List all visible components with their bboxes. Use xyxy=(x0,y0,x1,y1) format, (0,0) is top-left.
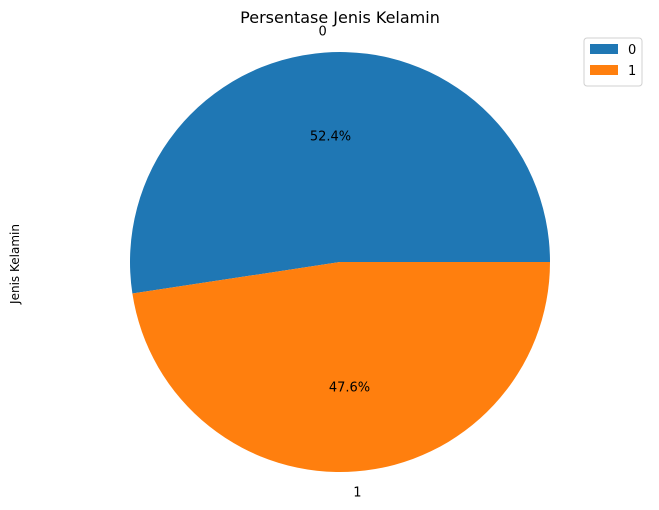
pie-slice-0 xyxy=(130,51,551,294)
legend-label-0: 0 xyxy=(628,43,636,58)
pie-labels: 52.4% 0 47.6% 1 xyxy=(310,25,370,501)
pie-slice-1 xyxy=(132,262,551,472)
legend: 0 1 xyxy=(583,37,643,87)
pie-category-label-0: 0 xyxy=(318,25,326,40)
chart-title: Persentase Jenis Kelamin xyxy=(240,8,440,27)
pie-category-label-1: 1 xyxy=(353,485,361,500)
y-axis-label: Jenis Kelamin xyxy=(8,224,22,305)
legend-swatch-0 xyxy=(590,44,618,54)
legend-label-1: 1 xyxy=(628,64,636,79)
legend-swatch-1 xyxy=(590,65,618,75)
pie-percent-label-0: 52.4% xyxy=(310,129,351,144)
pie-percent-label-1: 47.6% xyxy=(329,381,370,396)
pie-slices xyxy=(130,51,551,472)
